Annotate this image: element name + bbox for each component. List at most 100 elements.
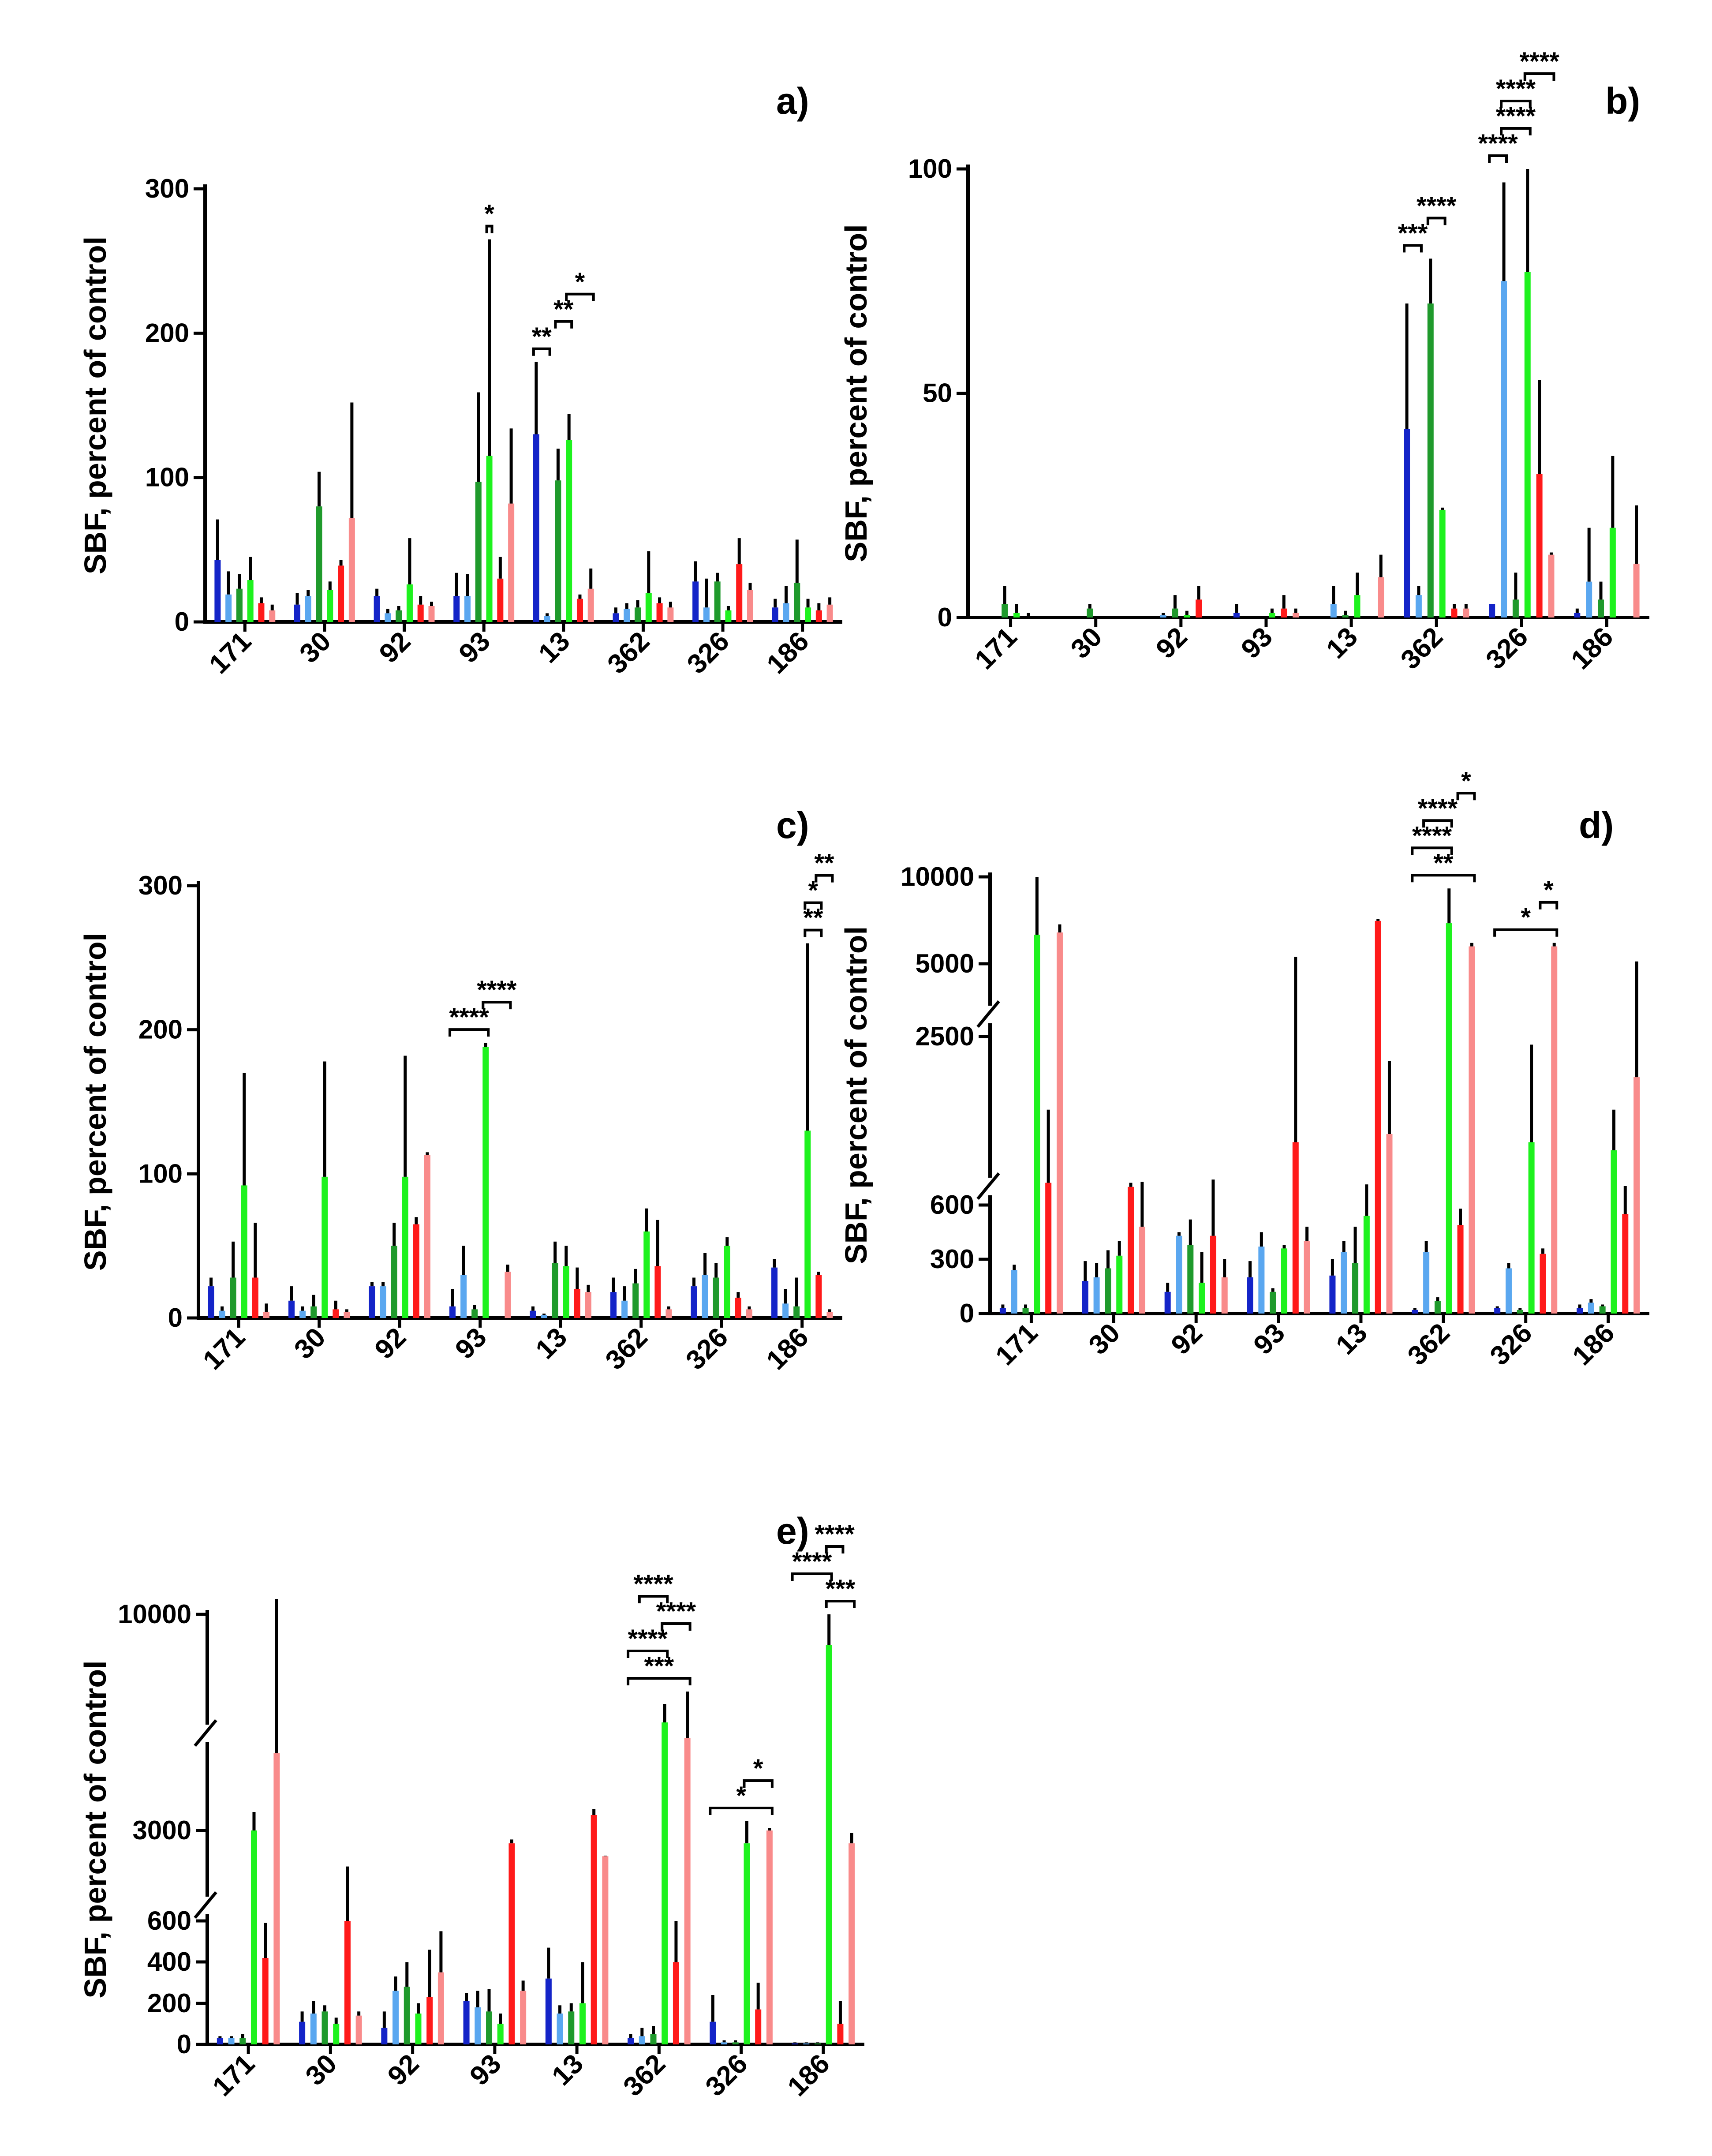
- bar: [1489, 604, 1495, 618]
- bar: [1415, 595, 1422, 618]
- bar: [635, 607, 641, 622]
- bar: [214, 560, 221, 622]
- y-axis-label: SBF, percent of control: [839, 926, 873, 1264]
- bar: [650, 2034, 657, 2044]
- bar: [348, 518, 355, 622]
- x-tick-label: 171: [203, 626, 257, 680]
- significance-bracket: [1500, 100, 1532, 108]
- bar: [1352, 1263, 1359, 1314]
- bar: [497, 578, 504, 622]
- bar: [1386, 1134, 1393, 1314]
- x-tick-label: 186: [1567, 1318, 1621, 1371]
- bar: [463, 2001, 470, 2044]
- bar: [1139, 1227, 1145, 1314]
- x-tick-label: 30: [288, 1322, 332, 1365]
- bar: [667, 607, 674, 622]
- bar: [544, 616, 550, 622]
- y-tick-label: 100: [908, 154, 952, 183]
- significance-label: ****: [633, 1570, 673, 1598]
- bar: [826, 1312, 833, 1318]
- significance-bracket: [1426, 217, 1447, 225]
- chart-panel-d: d) SBF, percent of control 0 300 600 2500 5000…: [839, 767, 1649, 1371]
- bar: [299, 2021, 306, 2044]
- bar: [380, 1286, 386, 1318]
- bar: [1210, 1235, 1216, 1314]
- bar: [691, 1286, 697, 1318]
- y-tick-label: 0: [938, 603, 952, 632]
- axis-break-mark: [976, 1172, 1000, 1200]
- bar: [1540, 1254, 1546, 1314]
- significance-label: *: [484, 200, 494, 228]
- bar: [1329, 1275, 1336, 1314]
- bar: [815, 1275, 822, 1318]
- x-tick-label: 92: [374, 626, 417, 669]
- x-tick-label: 93: [1248, 1318, 1291, 1361]
- bar: [310, 1306, 317, 1318]
- bar: [1599, 1306, 1606, 1314]
- significance-bracket: [743, 1779, 774, 1788]
- bar: [520, 1991, 527, 2044]
- bar: [413, 1224, 419, 1318]
- bar: [610, 1292, 617, 1318]
- y-axis-label: SBF, percent of control: [78, 933, 112, 1271]
- significance-label: **: [814, 849, 834, 878]
- bar: [1128, 1187, 1134, 1314]
- bar: [404, 1987, 410, 2044]
- bar: [1176, 1235, 1182, 1314]
- bar: [804, 1130, 811, 1318]
- y-tick-label: 600: [147, 1906, 191, 1935]
- bar: [1056, 932, 1063, 1314]
- bar: [613, 613, 619, 622]
- bar: [736, 564, 743, 622]
- bar: [406, 584, 413, 622]
- significance-bracket: [1488, 154, 1508, 163]
- y-tick-label: 10000: [118, 1599, 191, 1629]
- bar: [662, 1722, 668, 2044]
- significance-bracket: [1456, 792, 1476, 801]
- significance-label: *: [736, 1782, 746, 1810]
- x-tick-label: 186: [761, 1322, 815, 1376]
- bar: [692, 581, 699, 622]
- y-tick-label: 0: [177, 2029, 191, 2059]
- bar: [793, 1306, 800, 1318]
- bar: [555, 480, 561, 622]
- bar: [417, 604, 424, 622]
- significance-label: **: [553, 295, 574, 324]
- bar: [766, 1830, 773, 2044]
- bar: [1536, 474, 1543, 618]
- x-tick-label: 13: [530, 1322, 573, 1365]
- y-axis-label: SBF, percent of control: [839, 224, 873, 562]
- significance-label: ****: [1418, 794, 1458, 823]
- bar: [381, 2028, 388, 2044]
- bar: [541, 1315, 547, 1318]
- bar: [1304, 1241, 1310, 1314]
- y-tick-label: 300: [930, 1244, 974, 1274]
- y-tick-label: 300: [138, 871, 183, 900]
- significance-label: ***: [644, 1652, 674, 1681]
- bar: [344, 1312, 350, 1318]
- bar: [1341, 1252, 1347, 1314]
- x-tick-label: 92: [1150, 621, 1193, 665]
- bar: [1378, 577, 1384, 618]
- bar: [1087, 608, 1093, 618]
- bar: [333, 2024, 340, 2044]
- bar: [1093, 1277, 1100, 1314]
- x-tick-label: 30: [1083, 1318, 1126, 1361]
- bar: [1611, 1150, 1617, 1314]
- significance-label: ****: [656, 1597, 696, 1626]
- bar: [587, 588, 594, 622]
- y-tick-label: 3000: [133, 1815, 191, 1845]
- bar: [252, 1277, 258, 1318]
- bar: [1164, 1291, 1171, 1314]
- bar: [1548, 554, 1555, 618]
- significance-bracket: [1411, 874, 1476, 883]
- bar: [837, 2024, 844, 2044]
- bar: [1517, 1310, 1523, 1314]
- significance-label: ****: [1412, 821, 1452, 850]
- bar: [673, 1962, 679, 2044]
- bar: [744, 1843, 750, 2044]
- bar: [333, 1309, 339, 1318]
- bar: [782, 1303, 789, 1318]
- significance-bracket: [532, 347, 551, 356]
